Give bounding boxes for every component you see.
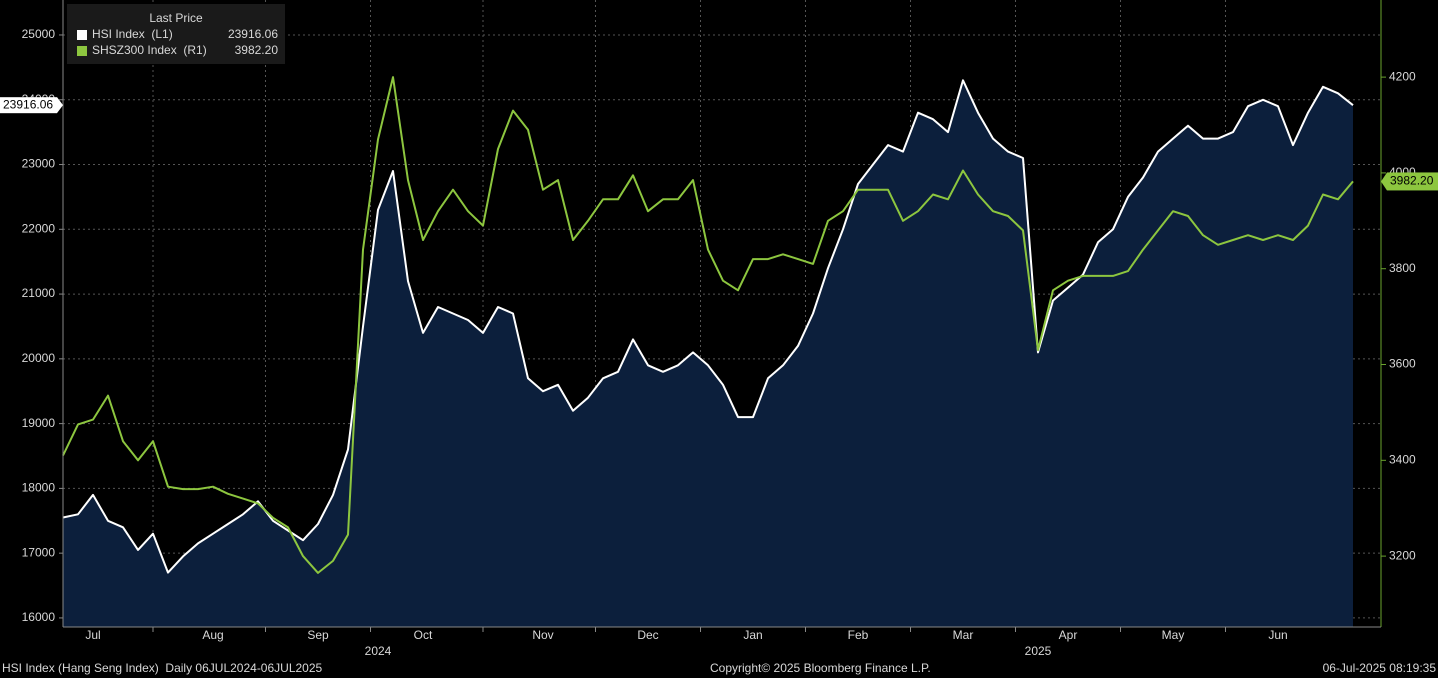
y-tick-label: 18000 bbox=[22, 481, 56, 495]
footer-left: HSI Index (Hang Seng Index) Daily 06JUL2… bbox=[2, 661, 323, 675]
x-tick-label: Sep bbox=[307, 628, 329, 642]
legend-label: HSI Index (L1) bbox=[92, 27, 173, 41]
x-tick-label: Jun bbox=[1268, 628, 1287, 642]
y-tick-label: 23000 bbox=[22, 157, 56, 171]
x-tick-label: Apr bbox=[1059, 628, 1078, 642]
year-label: 2025 bbox=[1025, 644, 1052, 658]
y2-tick-label: 3600 bbox=[1389, 357, 1416, 371]
x-tick-label: Mar bbox=[953, 628, 974, 642]
y-tick-label: 21000 bbox=[22, 286, 56, 300]
legend-value: 3982.20 bbox=[235, 43, 279, 57]
legend-swatch bbox=[77, 30, 87, 40]
series-line bbox=[62, 76, 1354, 574]
year-label: 2024 bbox=[365, 644, 392, 658]
footer-right: 06-Jul-2025 08:19:35 bbox=[1323, 661, 1437, 675]
last-value-label: 3982.20 bbox=[1390, 174, 1434, 188]
last-value-tag bbox=[0, 97, 57, 114]
y2-tick-label: 3400 bbox=[1389, 452, 1416, 466]
plot bbox=[62, 76, 1354, 628]
x-tick-label: May bbox=[1162, 628, 1185, 642]
x-tick-label: Aug bbox=[202, 628, 223, 642]
legend-value: 23916.06 bbox=[228, 27, 278, 41]
y-tick-label: 25000 bbox=[22, 27, 56, 41]
x-tick-label: Oct bbox=[414, 628, 433, 642]
y2-tick-label: 4200 bbox=[1389, 69, 1416, 83]
x-tick-label: Jan bbox=[743, 628, 762, 642]
series-line bbox=[62, 79, 1354, 574]
x-tick-label: Jul bbox=[85, 628, 100, 642]
x-tick-label: Nov bbox=[532, 628, 553, 642]
last-value-tag-arrow bbox=[1381, 172, 1387, 191]
legend-title: Last Price bbox=[149, 11, 203, 25]
x-tick-label: Dec bbox=[637, 628, 658, 642]
axes: 16000 17000 18000 19000 20000 21000 22000 23000… bbox=[0, 27, 1438, 658]
last-value-label: 23916.06 bbox=[3, 97, 53, 111]
y-tick-label: 22000 bbox=[22, 221, 56, 235]
y-tick-label: 16000 bbox=[22, 610, 56, 624]
footer-center: Copyright© 2025 Bloomberg Finance L.P. bbox=[710, 661, 931, 675]
last-value-tag-arrow bbox=[57, 97, 63, 114]
last-value-tag bbox=[1387, 172, 1438, 191]
legend: Last Price HSI Index (L1) 23916.06 SHSZ3… bbox=[67, 4, 285, 64]
x-tick-label: Feb bbox=[848, 628, 869, 642]
y-tick-label: 20000 bbox=[22, 351, 56, 365]
area bbox=[63, 80, 1353, 628]
y-tick-label: 17000 bbox=[22, 545, 56, 559]
legend-swatch bbox=[77, 46, 87, 56]
y2-tick-label: 3800 bbox=[1389, 261, 1416, 275]
legend-box bbox=[67, 4, 285, 64]
y2-tick-label: 3200 bbox=[1389, 548, 1416, 562]
legend-label: SHSZ300 Index (R1) bbox=[92, 43, 207, 57]
y-tick-label: 19000 bbox=[22, 416, 56, 430]
